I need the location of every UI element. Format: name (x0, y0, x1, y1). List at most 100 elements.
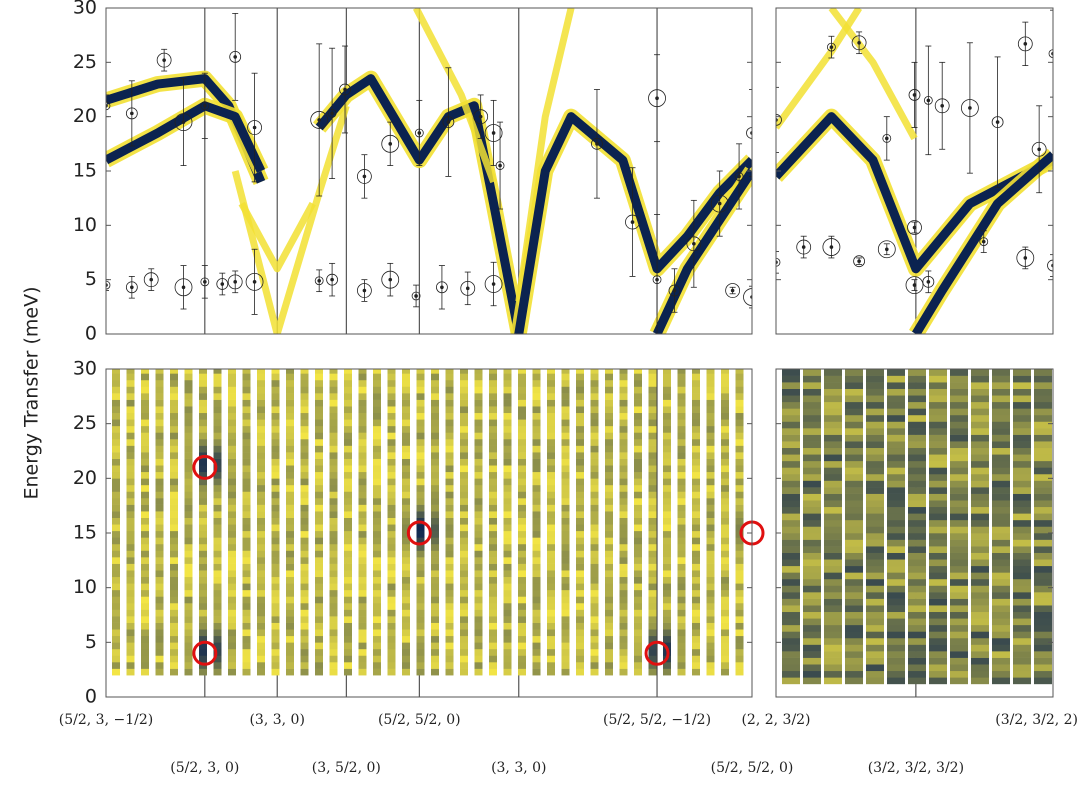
intensity-cell (824, 487, 842, 494)
intensity-cell (561, 648, 570, 656)
intensity-cell (373, 668, 381, 676)
intensity-cell (344, 648, 352, 656)
intensity-cell (445, 557, 454, 564)
intensity-cell (866, 487, 884, 494)
intensity-cell (271, 563, 280, 571)
intensity-cell (532, 438, 541, 446)
intensity-cell (344, 412, 352, 420)
intensity-cell (929, 651, 947, 658)
intensity-cell (329, 537, 338, 545)
intensity-cell (300, 517, 309, 525)
intensity-cell (721, 511, 729, 518)
intensity-cell (416, 445, 425, 453)
intensity-cell (803, 559, 821, 567)
data-point-dot (446, 120, 451, 124)
intensity-cell (824, 473, 842, 481)
intensity-cell (706, 379, 715, 387)
intensity-cell (170, 543, 178, 551)
intensity-cell (971, 637, 989, 645)
intensity-cell (257, 583, 265, 591)
intensity-cell (908, 388, 926, 396)
intensity-cell (532, 563, 541, 571)
intensity-cell (155, 668, 164, 676)
intensity-cell (1034, 500, 1052, 508)
intensity-cell (677, 642, 686, 650)
data-point (882, 133, 892, 143)
intensity-cell (271, 498, 280, 505)
intensity-cell (547, 425, 555, 433)
intensity-cell (929, 388, 947, 396)
intensity-cell (576, 550, 584, 558)
intensity-cell (887, 519, 905, 527)
intensity-cell (112, 438, 120, 446)
intensity-cell (1034, 651, 1052, 658)
intensity-cell (141, 557, 149, 564)
intensity-cell (706, 484, 715, 492)
intensity-cell (1013, 644, 1031, 652)
intensity-cell (992, 414, 1010, 422)
intensity-cell (866, 467, 884, 475)
intensity-cell (971, 493, 989, 501)
intensity-cell (213, 576, 222, 584)
intensity-cell (706, 399, 715, 407)
intensity-cell (199, 576, 207, 584)
intensity-cell (706, 438, 715, 446)
intensity-cell (503, 655, 512, 663)
data-point-dot (343, 87, 347, 92)
intensity-cell (590, 478, 599, 486)
intensity-cell (126, 616, 135, 623)
intensity-cell (782, 637, 800, 645)
intensity-cell (329, 458, 338, 466)
intensity-cell (634, 524, 642, 532)
intensity-cell (908, 401, 926, 409)
intensity-cell (845, 637, 863, 645)
intensity-cell (445, 399, 454, 407)
intensity-cell (474, 386, 483, 394)
intensity-cell (782, 605, 800, 613)
intensity-cell (141, 399, 149, 407)
intensity-cell (416, 537, 425, 545)
intensity-cell (170, 524, 178, 532)
intensity-cell (474, 583, 483, 591)
intensity-cell (824, 637, 842, 645)
intensity-cell (735, 425, 744, 433)
intensity-cell (590, 576, 599, 584)
intensity-cell (503, 491, 512, 499)
intensity-cell (992, 408, 1010, 416)
intensity-cell (373, 478, 381, 486)
intensity-cell (648, 504, 657, 512)
intensity-cell (387, 570, 396, 578)
intensity-cell (329, 432, 338, 440)
intensity-cell (619, 432, 628, 440)
intensity-cell (199, 609, 207, 617)
intensity-cell (184, 432, 193, 440)
intensity-cell (803, 657, 821, 665)
intensity-cell (532, 543, 541, 551)
intensity-cell (155, 438, 164, 446)
intensity-cell (1034, 428, 1052, 435)
intensity-cell (315, 458, 323, 466)
intensity-cell (358, 596, 367, 604)
intensity-cell (866, 526, 884, 534)
intensity-cell (155, 386, 164, 394)
intensity-cell (257, 491, 265, 499)
data-point (686, 236, 702, 252)
intensity-cell (1013, 454, 1031, 462)
intensity-cell (634, 465, 642, 473)
intensity-cell (373, 399, 381, 407)
intensity-cell (445, 609, 454, 617)
intensity-cell (431, 373, 439, 381)
intensity-cell (170, 412, 178, 420)
intensity-cell (228, 635, 236, 643)
intensity-cell (416, 622, 425, 630)
intensity-cell (257, 635, 265, 643)
intensity-cell (866, 624, 884, 632)
data-point (381, 270, 400, 289)
intensity-cell (1034, 624, 1052, 632)
intensity-cell (735, 596, 744, 604)
intensity-cell (373, 563, 381, 571)
intensity-cell (300, 458, 309, 466)
intensity-cell (547, 609, 555, 617)
intensity-cell (170, 478, 178, 486)
intensity-cell (561, 662, 570, 669)
